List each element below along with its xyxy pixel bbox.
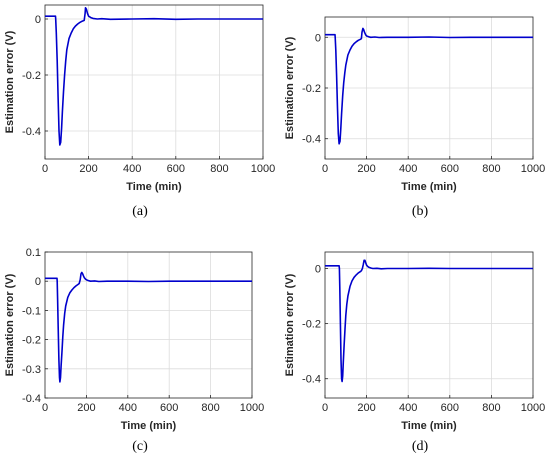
y-tick-label: -0.2: [302, 319, 321, 331]
x-tick-label: 800: [482, 402, 500, 414]
y-axis-label: Estimation error (V): [4, 273, 16, 376]
series-line: [325, 27, 533, 145]
x-tick-label: 800: [210, 163, 228, 175]
y-tick-label: -0.3: [22, 364, 41, 376]
x-tick-label: 600: [441, 163, 459, 175]
series-line: [325, 259, 533, 383]
x-axis-label: Time (min): [401, 420, 457, 432]
y-axis-label: Estimation error (V): [284, 273, 296, 376]
x-tick-label: 1000: [240, 402, 264, 414]
y-tick-label: 0.1: [26, 247, 41, 259]
y-tick-label: -0.1: [22, 305, 41, 317]
y-tick-label: -0.2: [22, 335, 41, 347]
y-tick-label: -0.4: [302, 374, 321, 386]
y-tick-label: 0: [315, 32, 321, 44]
panel-caption: (d): [412, 439, 429, 454]
y-tick-label: -0.4: [22, 126, 41, 138]
y-axis-label: Estimation error (V): [284, 36, 296, 139]
x-tick-label: 600: [167, 163, 185, 175]
x-tick-label: 400: [123, 163, 141, 175]
series-line: [45, 7, 263, 146]
y-tick-label: -0.2: [22, 70, 41, 82]
x-tick-label: 400: [119, 402, 137, 414]
x-tick-label: 0: [322, 402, 328, 414]
x-tick-label: 1000: [521, 402, 545, 414]
x-tick-label: 200: [357, 163, 375, 175]
plot-frame: [44, 4, 264, 160]
x-tick-label: 0: [42, 163, 48, 175]
panel-caption: (a): [132, 204, 148, 219]
y-tick-label: -0.4: [302, 134, 321, 146]
plot-frame: [324, 251, 534, 399]
y-tick-label: -0.2: [302, 83, 321, 95]
y-axis-label: Estimation error (V): [4, 30, 16, 133]
x-tick-label: 400: [399, 402, 417, 414]
x-tick-label: 600: [160, 402, 178, 414]
x-tick-label: 1000: [251, 163, 275, 175]
y-tick-label: 0: [35, 14, 41, 26]
panel-b: 0 200 400 600 800 1000 0 -0.2 -0.4 Time (min) Esti…: [284, 16, 545, 219]
y-tick-label: 0: [315, 264, 321, 276]
series-line: [45, 271, 252, 383]
panel-d: 0 200 400 600 800 1000 0 -0.2 -0.4 Time (min) Esti…: [284, 251, 545, 454]
panel-c: 0 200 400 600 800 1000 0.1 0 -0.1 -0.2 -0.3 -0.4 Tim…: [4, 247, 264, 454]
y-tick-label: -0.4: [22, 393, 41, 405]
y-tick-label: 0: [35, 276, 41, 288]
panel-a: 0 200 400 600 800 1000 0 -0.2 -0.4 Time (min) Esti…: [4, 4, 275, 219]
x-tick-label: 200: [77, 402, 95, 414]
x-tick-label: 1000: [521, 163, 545, 175]
plot-frame: [44, 251, 253, 399]
x-tick-label: 800: [201, 402, 219, 414]
x-tick-label: 600: [441, 402, 459, 414]
x-tick-label: 200: [79, 163, 97, 175]
x-tick-label: 800: [482, 163, 500, 175]
x-tick-label: 0: [42, 402, 48, 414]
x-tick-label: 400: [399, 163, 417, 175]
x-axis-label: Time (min): [401, 181, 457, 193]
panel-caption: (c): [132, 439, 148, 454]
x-axis-label: Time (min): [121, 420, 177, 432]
x-tick-label: 0: [322, 163, 328, 175]
x-axis-label: Time (min): [126, 181, 182, 193]
x-tick-label: 200: [357, 402, 375, 414]
panel-caption: (b): [412, 204, 429, 219]
